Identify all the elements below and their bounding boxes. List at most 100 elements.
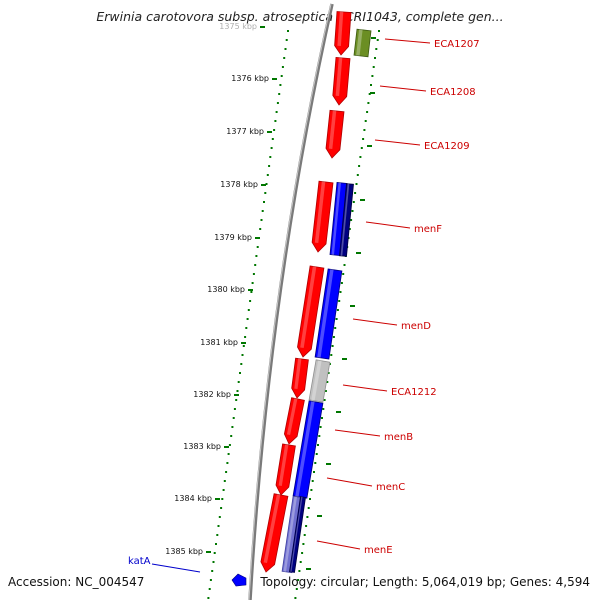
ruler-dot <box>378 30 380 32</box>
ruler-dot <box>279 84 282 86</box>
ruler-dot <box>278 93 281 95</box>
gene-arrow-eca1209 <box>325 109 345 159</box>
ruler-tick <box>370 92 375 94</box>
ruler-dot <box>375 48 378 50</box>
ruler-dot <box>222 489 225 491</box>
gene-label-eca1209: ECA1209 <box>424 141 470 152</box>
ruler-dot <box>330 354 333 356</box>
ruler-dot <box>208 588 211 590</box>
gene-leader-line <box>334 429 381 437</box>
ruler-dot <box>364 120 367 122</box>
ruler-dot <box>314 462 317 464</box>
ruler-dot <box>283 57 286 59</box>
ruler-label: 1375 kbp <box>219 22 257 31</box>
ruler-dot <box>271 138 274 140</box>
ruler-label: 1379 kbp <box>214 233 252 242</box>
ruler-label: 1383 kbp <box>183 442 221 451</box>
ruler-dot <box>338 300 341 302</box>
ruler-dot <box>332 336 335 338</box>
ruler-tick <box>336 411 341 413</box>
ruler-tick <box>224 446 229 448</box>
ruler-dot <box>263 201 265 203</box>
ruler-dot <box>309 498 311 500</box>
gene-leader-line <box>365 221 411 229</box>
ruler-dot <box>331 345 334 347</box>
gene-leader-line <box>374 139 421 146</box>
ruler-dot <box>261 210 264 212</box>
ruler-dot <box>295 588 298 590</box>
ruler-dot <box>370 84 372 86</box>
gene-arrow-eca1207 <box>334 11 352 56</box>
ruler-dot <box>246 318 249 320</box>
ruler-dot <box>276 102 279 104</box>
ruler-dot <box>273 129 276 131</box>
ruler-dot <box>220 507 223 509</box>
ruler-dot <box>231 426 234 428</box>
ruler-dot <box>310 489 313 491</box>
gene-label-eca1208: ECA1208 <box>430 87 476 98</box>
ruler-dot <box>215 543 217 545</box>
ruler-dot <box>260 219 263 221</box>
ruler-dot <box>245 327 248 329</box>
ruler-dot <box>374 57 376 59</box>
ruler-dot <box>352 201 355 203</box>
ruler-dot <box>358 165 361 167</box>
ruler-dot <box>264 192 267 194</box>
kata-label: katA <box>128 556 151 567</box>
ruler-dot <box>211 570 214 572</box>
ruler-dot <box>299 561 302 563</box>
ruler-dot <box>313 471 315 473</box>
ruler-dot <box>217 525 220 527</box>
ruler-dot <box>372 66 375 68</box>
gene-label-menf: menF <box>414 224 442 235</box>
gene-leader-line <box>326 477 373 487</box>
ruler-dot <box>225 471 228 473</box>
ruler-dot <box>227 453 230 455</box>
ruler-dot <box>327 372 330 374</box>
ruler-dot <box>218 516 221 518</box>
ruler-dot <box>268 165 271 167</box>
ruler-dot <box>363 129 366 131</box>
ruler-dot <box>298 570 301 572</box>
ruler-tick <box>350 305 355 307</box>
ruler-tick <box>326 463 331 465</box>
ruler-dot <box>244 336 247 338</box>
ruler-dot <box>359 156 362 158</box>
gene-bar-blue-menb <box>292 400 324 499</box>
ruler-dot <box>360 147 363 149</box>
gene-arrow-mend <box>297 265 325 358</box>
ruler-dot <box>240 363 243 365</box>
ruler-dot <box>317 444 319 446</box>
ruler-tick <box>356 252 361 254</box>
ruler-dot <box>305 525 308 527</box>
gene-track <box>260 11 372 574</box>
ruler-dot <box>321 417 323 419</box>
ruler-dot <box>303 534 306 536</box>
ruler-tick <box>255 237 260 239</box>
ruler-dot <box>265 183 268 185</box>
ruler-dot <box>302 543 305 545</box>
ruler-dot <box>223 480 226 482</box>
ruler-tick <box>306 568 311 570</box>
ruler-dot <box>274 120 277 122</box>
ruler-tick <box>267 131 272 133</box>
gene-arrow-eca1208 <box>332 56 351 106</box>
ruler-dot <box>334 327 337 329</box>
ruler-dots-right <box>294 30 380 599</box>
ruler-tick <box>261 184 266 186</box>
ruler-label: 1376 kbp <box>231 74 269 83</box>
ruler-dot <box>254 264 257 266</box>
kata-gene-arrow <box>231 573 247 587</box>
ruler-dot <box>324 390 327 392</box>
ruler-dot <box>340 282 343 284</box>
ruler-dot <box>242 345 245 347</box>
ruler-dot <box>322 408 325 410</box>
gene-label-eca1212: ECA1212 <box>391 387 437 398</box>
ruler-dot <box>221 498 224 500</box>
ruler-dot <box>315 453 318 455</box>
ruler-dot <box>318 435 321 437</box>
ruler-dot <box>297 579 300 581</box>
ruler-dot <box>236 390 239 392</box>
ruler-dot <box>241 354 244 356</box>
